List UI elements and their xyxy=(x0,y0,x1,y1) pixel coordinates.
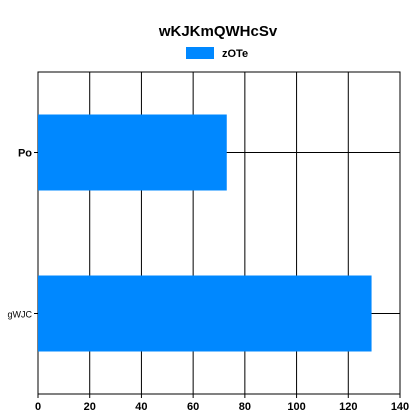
x-tick-label: 120 xyxy=(339,401,357,413)
x-tick-label: 60 xyxy=(187,401,199,413)
chart-title: wKJKmQWHcSv xyxy=(158,23,278,40)
legend: zOTe xyxy=(186,47,248,60)
bar-po xyxy=(38,114,227,191)
x-tick-label: 0 xyxy=(35,401,41,413)
plot-frame xyxy=(37,71,401,395)
bar-gwjc xyxy=(38,275,372,352)
y-tick-label: gWJC xyxy=(8,310,33,320)
plot-area: 0 20 40 60 80 100 120 140 Po gWJC xyxy=(8,71,409,413)
x-tick-label: 80 xyxy=(239,401,251,413)
legend-label: zOTe xyxy=(222,48,248,60)
x-tick-label: 100 xyxy=(287,401,305,413)
legend-swatch xyxy=(186,47,214,59)
x-tick-label: 40 xyxy=(135,401,147,413)
x-tick-label: 20 xyxy=(84,401,96,413)
y-tick-label: Po xyxy=(18,148,32,160)
x-tick-label: 140 xyxy=(391,401,409,413)
